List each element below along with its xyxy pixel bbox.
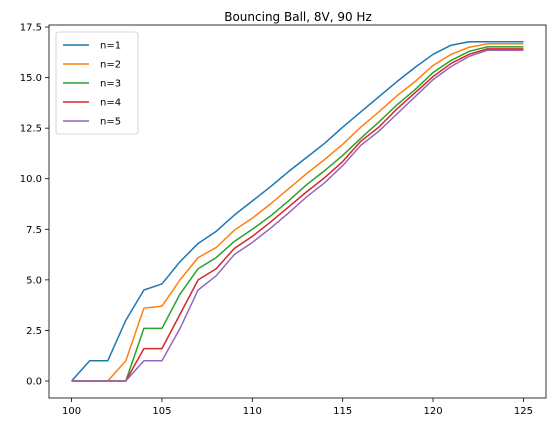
series-line-n-5 xyxy=(71,49,524,382)
x-tick-label: 125 xyxy=(514,406,533,417)
y-tick-label: 5.0 xyxy=(26,275,42,286)
legend-label: n=2 xyxy=(100,60,121,71)
y-tick-label: 17.5 xyxy=(20,23,42,34)
y-tick-label: 12.5 xyxy=(20,124,42,135)
plot-frame xyxy=(48,24,547,399)
x-tick-label: 100 xyxy=(62,406,81,417)
x-tick-label: 120 xyxy=(423,406,442,417)
x-tick-label: 115 xyxy=(333,406,352,417)
legend-label: n=3 xyxy=(100,79,121,90)
y-tick-label: 0.0 xyxy=(26,377,42,388)
x-tick-label: 110 xyxy=(243,406,262,417)
series-line-n-1 xyxy=(71,41,524,382)
chart-title: Bouncing Ball, 8V, 90 Hz xyxy=(224,10,372,24)
legend: n=1 n=2 n=3 n=4 n=5 xyxy=(55,31,139,135)
legend-label: n=1 xyxy=(100,41,121,52)
axis-ticks: 100 105 110 115 120 125 0.0 2.5 5.0 7.5 10.0 12.5 15… xyxy=(20,23,533,417)
y-tick-label: 2.5 xyxy=(26,326,42,337)
legend-label: n=5 xyxy=(100,117,121,128)
series-line-n-3 xyxy=(71,46,524,382)
y-tick-label: 7.5 xyxy=(26,225,42,236)
series-line-n-4 xyxy=(71,48,524,382)
legend-box xyxy=(55,31,139,135)
y-tick-label: 15.0 xyxy=(20,73,42,84)
y-tick-label: 10.0 xyxy=(20,174,42,185)
x-tick-label: 105 xyxy=(152,406,171,417)
series-line-n-2 xyxy=(71,43,524,382)
series-layer xyxy=(71,41,524,382)
legend-label: n=4 xyxy=(100,98,121,109)
